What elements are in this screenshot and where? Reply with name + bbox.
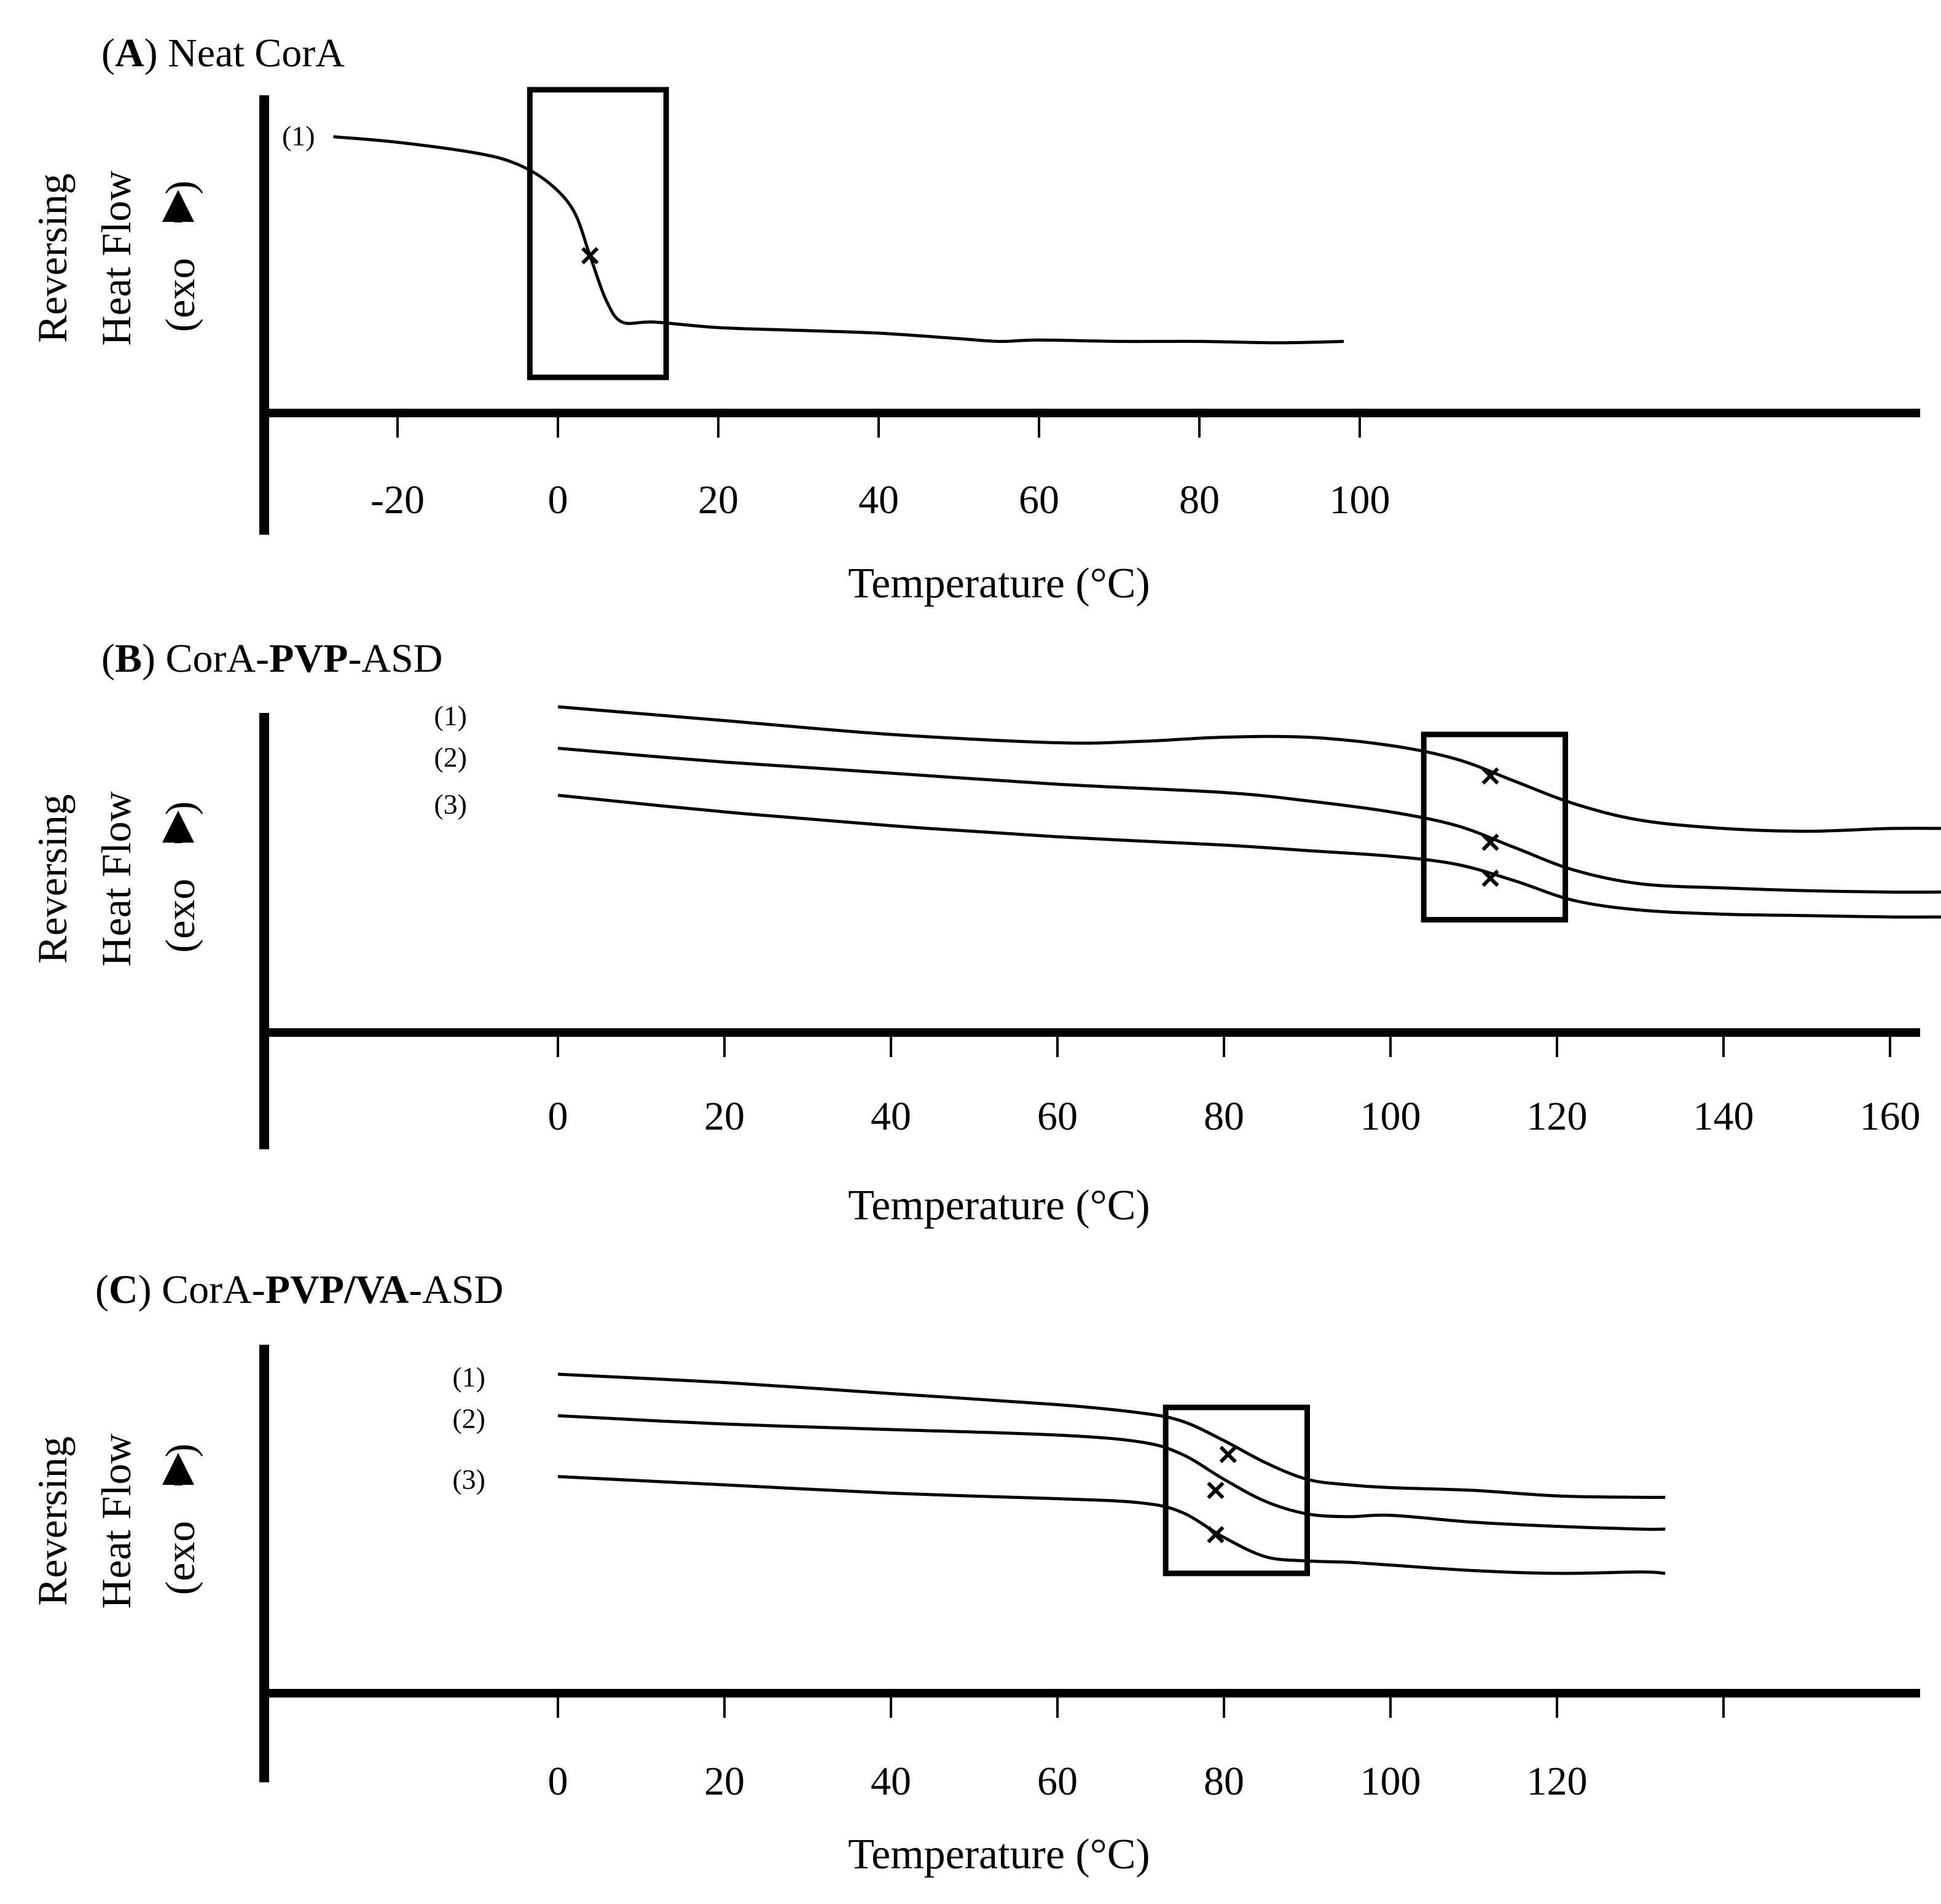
panel-b-tg-region-box bbox=[1421, 731, 1569, 922]
panel-a-tick-label: 20 bbox=[698, 478, 739, 522]
panel-b-plot: 0 20 40 60 80 100 120 140 160 (1) (2) (3) bbox=[259, 700, 1941, 1149]
panel-c-ylabel: Reversing Heat Flow (exo ) bbox=[29, 1433, 203, 1608]
panel-b-letter: B bbox=[115, 636, 142, 681]
panel-b-tick-label: 100 bbox=[1360, 1094, 1421, 1139]
panel-c-letter: C bbox=[109, 1267, 138, 1312]
panel-a-tick-label: 60 bbox=[1019, 478, 1059, 522]
panel-b-ylabel-line1: Reversing bbox=[29, 794, 76, 964]
panel-a-tg-marker-1 bbox=[581, 246, 599, 265]
panel-c-curve-1 bbox=[557, 1372, 1666, 1499]
panel-a-ylabel-close-paren: ) bbox=[157, 181, 203, 195]
panel-b-tick-label: 40 bbox=[871, 1094, 911, 1139]
panel-c-tick-label: 100 bbox=[1360, 1759, 1421, 1804]
panel-a-title: (A) Neat CorA bbox=[101, 31, 345, 76]
panel-c-tick-label: 120 bbox=[1527, 1759, 1588, 1804]
panel-c-ylabel-line1: Reversing bbox=[29, 1436, 76, 1606]
panel-a-ylabel-line2: Heat Flow bbox=[93, 170, 139, 345]
panel-c-tg-marker-3 bbox=[1207, 1525, 1225, 1544]
panel-c-tg-region-box bbox=[1163, 1404, 1311, 1576]
panel-c-curve-label-3: (3) bbox=[452, 1464, 485, 1495]
panel-b-title-tail: -ASD bbox=[348, 636, 442, 681]
panel-c-tick-label: 0 bbox=[548, 1759, 568, 1804]
panel-b-tick-label: 120 bbox=[1527, 1094, 1588, 1139]
panel-c-ylabel-line3: (exo bbox=[157, 1521, 203, 1595]
panel-c: (C) CorA-PVP/VA-ASD Reversing Heat Flow … bbox=[29, 1267, 1920, 1878]
panel-c-title: (C) CorA-PVP/VA-ASD bbox=[95, 1267, 503, 1312]
panel-b-curve-label-1: (1) bbox=[434, 700, 467, 731]
panel-b-tg-marker-3 bbox=[1481, 869, 1499, 887]
panel-b-title: (B) CorA-PVP-ASD bbox=[101, 636, 442, 681]
panel-b-ylabel: Reversing Heat Flow (exo ) bbox=[29, 791, 203, 966]
panel-b-curve-2 bbox=[557, 747, 1941, 894]
panel-c-tick-label: 20 bbox=[704, 1759, 745, 1804]
panel-c-plot: 0 20 40 60 80 100 120 (1) (2) (3) bbox=[259, 1345, 1920, 1804]
panel-a-tick-label: -20 bbox=[371, 478, 425, 522]
panel-c-curve-label-1: (1) bbox=[452, 1361, 485, 1393]
panel-c-curve-label-2: (2) bbox=[452, 1403, 485, 1434]
panel-b: (B) CorA-PVP-ASD Reversing Heat Flow (ex… bbox=[29, 636, 1941, 1229]
panel-a-tick-label: 0 bbox=[548, 478, 568, 522]
panel-a: (A) Neat CorA Reversing Heat Flow (exo )… bbox=[29, 31, 1920, 607]
panel-a-xlabel: Temperature (°C) bbox=[848, 560, 1150, 607]
panel-a-ylabel-line1: Reversing bbox=[29, 173, 76, 343]
panel-b-curve-3 bbox=[557, 793, 1941, 919]
panel-c-xlabel: Temperature (°C) bbox=[848, 1831, 1150, 1878]
panel-c-tg-marker-1 bbox=[1219, 1446, 1237, 1463]
panel-b-curve-1 bbox=[557, 705, 1941, 833]
panel-b-tick-label: 160 bbox=[1860, 1094, 1921, 1139]
panel-b-tick-label: 60 bbox=[1037, 1094, 1078, 1139]
panel-c-title-polymer: PVP/VA bbox=[265, 1267, 409, 1312]
panel-a-curve-1 bbox=[333, 135, 1344, 345]
panel-a-ylabel: Reversing Heat Flow (exo ) bbox=[29, 170, 203, 345]
panel-a-ylabel-line3: (exo bbox=[157, 258, 203, 332]
panel-a-letter: A bbox=[115, 31, 144, 76]
panel-b-xlabel: Temperature (°C) bbox=[848, 1182, 1150, 1229]
panel-a-plot: -20 0 20 40 60 80 100 (1) bbox=[259, 87, 1920, 535]
panel-a-tick-label: 40 bbox=[858, 478, 899, 522]
panel-b-curve-label-3: (3) bbox=[434, 789, 467, 820]
panel-b-tick-label: 0 bbox=[548, 1094, 568, 1139]
panel-c-ylabel-line2: Heat Flow bbox=[93, 1433, 139, 1608]
panel-c-curve-2 bbox=[557, 1414, 1666, 1531]
panel-a-tick-label: 80 bbox=[1179, 478, 1220, 522]
panel-b-title-polymer: PVP bbox=[269, 636, 348, 681]
panel-a-tg-region-box bbox=[527, 87, 669, 380]
panel-c-tick-label: 80 bbox=[1204, 1759, 1244, 1804]
panel-c-curve-3 bbox=[557, 1475, 1666, 1575]
panel-a-title-text: Neat CorA bbox=[168, 31, 345, 76]
panel-c-tick-label: 60 bbox=[1037, 1759, 1078, 1804]
panel-b-ylabel-line2: Heat Flow bbox=[93, 791, 139, 966]
panel-c-tick-label: 40 bbox=[871, 1759, 911, 1804]
panel-a-tick-label: 100 bbox=[1330, 478, 1390, 522]
panel-c-title-text: CorA- bbox=[162, 1267, 265, 1312]
panel-b-ylabel-line3: (exo bbox=[157, 879, 203, 953]
panel-a-curve-label-1: (1) bbox=[282, 120, 315, 152]
panel-b-curve-label-2: (2) bbox=[434, 742, 467, 773]
panel-b-ylabel-close-paren: ) bbox=[157, 801, 203, 816]
panel-b-title-text: CorA- bbox=[166, 636, 270, 681]
panel-c-title-tail: -ASD bbox=[409, 1267, 503, 1312]
panel-b-tg-marker-1 bbox=[1481, 767, 1499, 785]
panel-c-ylabel-close-paren: ) bbox=[157, 1444, 203, 1458]
panel-b-tick-label: 140 bbox=[1693, 1094, 1754, 1139]
panel-c-tg-marker-2 bbox=[1207, 1481, 1225, 1500]
panel-b-tick-label: 20 bbox=[704, 1094, 745, 1139]
panel-b-tg-marker-2 bbox=[1481, 833, 1499, 851]
panel-b-tick-label: 80 bbox=[1204, 1094, 1244, 1139]
